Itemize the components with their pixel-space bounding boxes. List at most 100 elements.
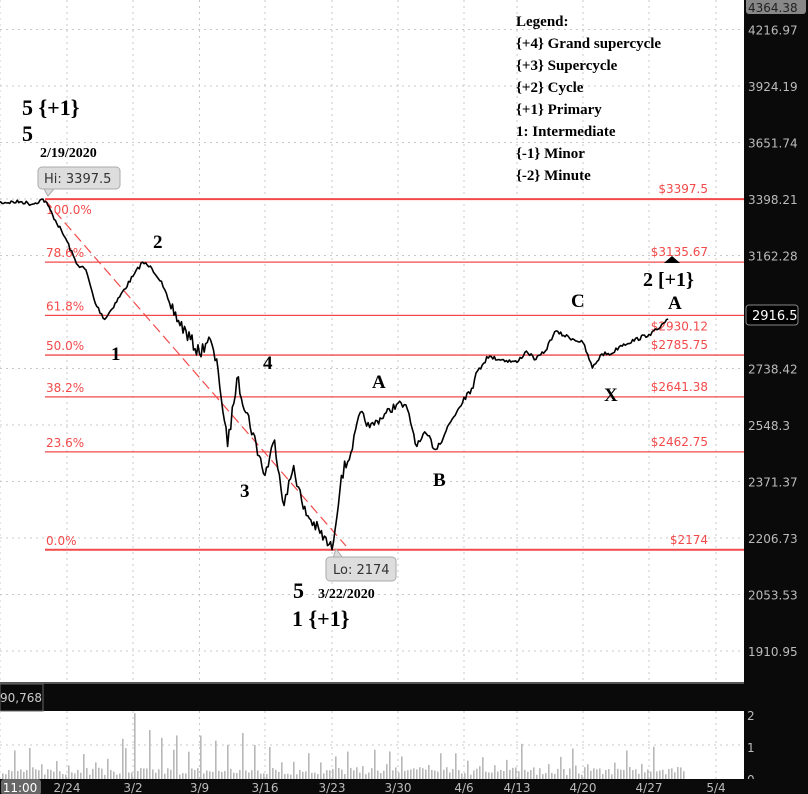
volume-bar xyxy=(245,770,247,779)
volume-bar xyxy=(554,773,556,779)
volume-bar xyxy=(200,735,202,779)
volume-bar xyxy=(605,770,607,779)
volume-bar xyxy=(479,766,481,779)
volume-bar xyxy=(629,767,631,779)
volume-bar xyxy=(353,770,355,779)
volume-bar xyxy=(608,769,610,779)
fib-level-price: $2174 xyxy=(670,533,708,547)
volume-bar xyxy=(131,772,133,779)
volume-bar xyxy=(104,774,106,779)
volume-grid xyxy=(0,711,744,779)
volume-bar xyxy=(230,768,232,779)
volume-bar xyxy=(575,765,577,779)
volume-bar xyxy=(140,768,142,779)
volume-bar xyxy=(170,769,172,779)
legend-item: {+2} Cycle xyxy=(516,80,584,96)
volume-bar xyxy=(371,768,373,779)
date-tick-label: 3/16 xyxy=(252,781,279,794)
fib-retracement[interactable]: 100.0%$3397.578.6% $3135.6761.8%$2930.125… xyxy=(45,182,744,551)
price-tick-label: 3162.28 xyxy=(748,250,798,264)
volume-bar xyxy=(566,774,568,779)
price-tick-label: 2053.53 xyxy=(748,589,798,603)
price-tick-label: 3924.19 xyxy=(748,80,798,94)
volume-bar xyxy=(113,771,115,779)
volume-bar xyxy=(503,770,505,779)
volume-bar xyxy=(389,751,391,779)
volume-bar xyxy=(401,756,403,779)
wave-label-1: 1 xyxy=(111,344,121,365)
volume-bar xyxy=(206,770,208,779)
volume-bar xyxy=(578,773,580,779)
volume-bar xyxy=(563,768,565,779)
volume-bar xyxy=(455,753,457,779)
volume-bar xyxy=(23,771,25,779)
date-tick-label: 3/2 xyxy=(123,781,142,794)
volume-bar xyxy=(101,768,103,779)
fib-level-price: $2462.75 xyxy=(651,435,708,449)
current-price-box xyxy=(745,304,799,326)
volume-bar xyxy=(656,771,658,779)
volume-bar xyxy=(473,770,475,779)
volume-bar xyxy=(5,774,7,779)
fib-level-price: $2930.12 xyxy=(651,319,708,333)
volume-bar xyxy=(671,768,673,779)
volume-bar xyxy=(428,765,430,779)
volume-bar xyxy=(56,760,58,779)
pane-divider[interactable] xyxy=(0,682,744,684)
volume-bar xyxy=(509,770,511,779)
volume-bar xyxy=(344,774,346,779)
volume-bar xyxy=(560,756,562,779)
fib-level-percent: 0.0% xyxy=(46,534,77,548)
price-axis-labels: 4364.38 4216.97 3924.19 3651.74 3398.21 3162.… xyxy=(746,0,806,659)
volume-bar xyxy=(623,769,625,779)
high-tooltip: Hi: 3397.5 xyxy=(37,166,121,197)
volume-bar xyxy=(347,751,349,779)
volume-bar xyxy=(80,772,82,779)
high-label: Hi: 3397.5 xyxy=(44,172,111,187)
volume-bar xyxy=(161,737,163,779)
volume-bar xyxy=(551,772,553,779)
fib-level-price: $3135.67 xyxy=(651,245,708,259)
volume-bar xyxy=(59,771,61,779)
date-axis[interactable] xyxy=(0,779,808,794)
fib-level-price: $2641.38 xyxy=(651,380,708,394)
volume-bar xyxy=(167,768,169,779)
volume-bar xyxy=(422,768,424,779)
volume-bar xyxy=(356,767,358,779)
wave-label-5-low: 5 xyxy=(293,578,304,603)
volume-bar xyxy=(251,770,253,779)
volume-bar xyxy=(458,770,460,779)
low-label: Lo: 2174 xyxy=(333,563,390,578)
date-tick-label: 3/9 xyxy=(190,781,209,794)
price-axis[interactable] xyxy=(744,0,808,794)
date-axis-labels: 11:00 2/24 3/2 3/9 3/16 3/23 3/30 4/6 4/13 4/20 4/… xyxy=(1,779,726,794)
volume-bar xyxy=(434,770,436,779)
volume-bar xyxy=(599,768,601,779)
volume-bar xyxy=(254,744,256,779)
volume-bar xyxy=(149,730,151,779)
volume-bar xyxy=(32,767,34,779)
volume-bar xyxy=(341,769,343,779)
volume-bar xyxy=(377,770,379,779)
volume-bar xyxy=(542,774,544,779)
volume-bar xyxy=(83,754,85,779)
date-tick-label: 4/6 xyxy=(454,781,473,794)
price-tick-label: 2206.73 xyxy=(748,532,798,546)
volume-bar xyxy=(68,765,70,779)
volume-bar xyxy=(680,767,682,779)
trendline[interactable] xyxy=(44,199,347,547)
volume-bar xyxy=(14,750,16,779)
volume-bar xyxy=(545,773,547,779)
volume-bar xyxy=(224,771,226,779)
volume-bar xyxy=(212,771,214,779)
volume-bar xyxy=(215,740,217,779)
wave-label-c: C xyxy=(571,291,585,312)
volume-bar xyxy=(272,768,274,779)
wave-label-b: B xyxy=(433,470,446,491)
volume-bar xyxy=(71,772,73,779)
wave-label-5-primary: 5 {+1} xyxy=(22,95,79,120)
volume-bar xyxy=(326,770,328,779)
volume-bar xyxy=(269,746,271,779)
date-cursor-box xyxy=(1,779,41,794)
